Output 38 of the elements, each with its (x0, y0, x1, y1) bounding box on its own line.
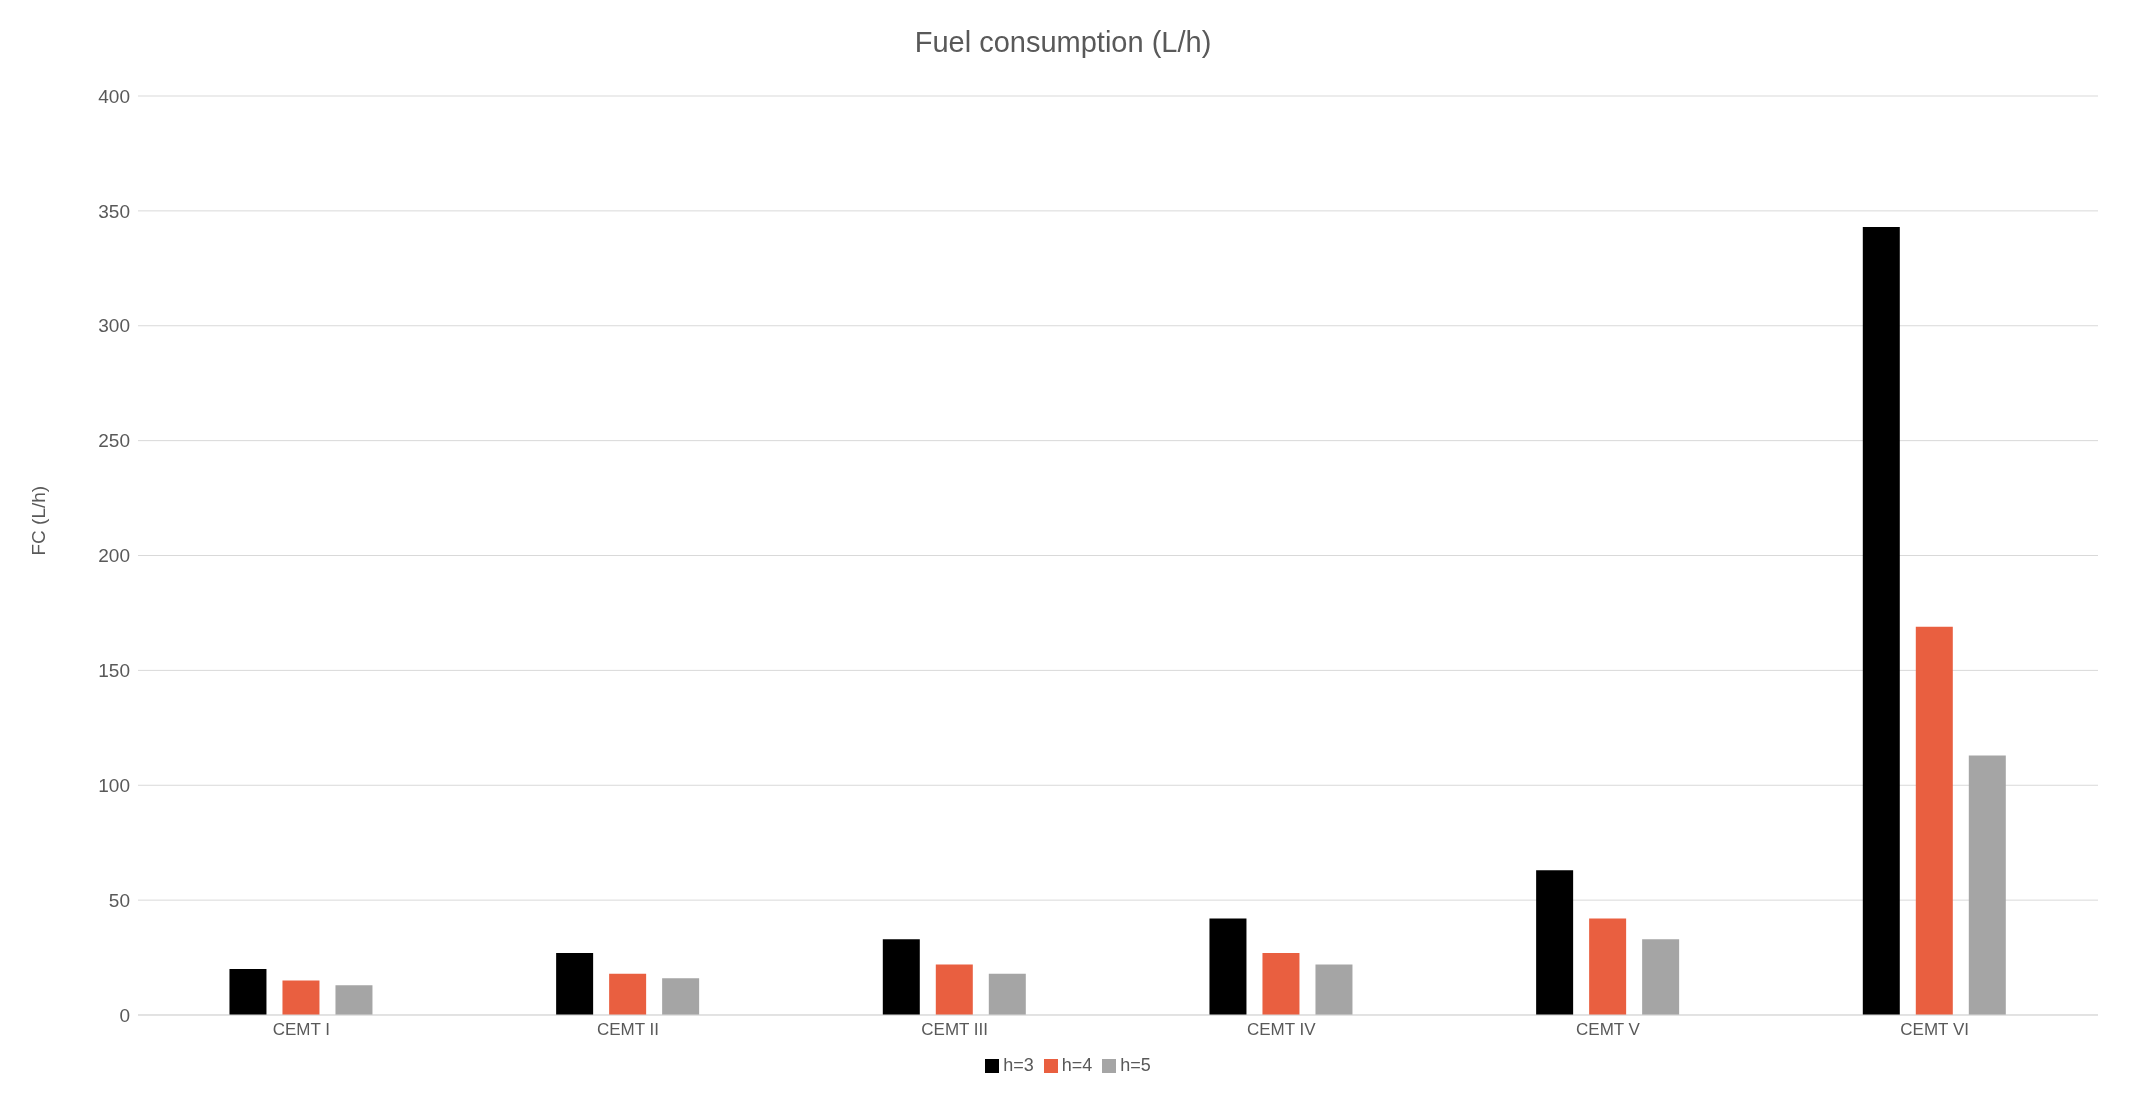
y-tick-label: 50 (108, 889, 130, 911)
x-tick-label: CEMT III (921, 1020, 989, 1040)
y-tick-label: 0 (119, 1004, 130, 1026)
bar (1315, 964, 1353, 1015)
legend-label: h=5 (1120, 1055, 1151, 1075)
bar (229, 969, 267, 1015)
y-axis-title: FC (L/h) (27, 485, 49, 556)
bar (1915, 626, 1953, 1015)
bar (935, 964, 973, 1015)
x-tick-label: CEMT II (596, 1020, 660, 1040)
bar (335, 985, 373, 1015)
bar (1209, 918, 1247, 1015)
legend-label: h=3 (1003, 1055, 1034, 1075)
bar (662, 978, 700, 1015)
x-tick-label: CEMT IV (1247, 1020, 1317, 1040)
bar (1642, 939, 1680, 1015)
y-tick-label: 250 (98, 430, 130, 452)
bar (1589, 918, 1627, 1015)
bar (556, 952, 594, 1015)
y-tick-label: 100 (98, 774, 130, 796)
bar (1536, 870, 1574, 1015)
bar (988, 973, 1026, 1015)
x-tick-label: CEMT V (1576, 1020, 1641, 1040)
y-tick-label: 300 (98, 315, 130, 337)
chart-title: Fuel consumption (L/h) (913, 25, 1213, 60)
y-tick-label: 400 (98, 85, 130, 107)
x-tick-label: CEMT I (272, 1020, 330, 1040)
y-tick-label: 150 (98, 660, 130, 682)
bar (282, 980, 320, 1015)
x-tick-label: CEMT VI (1900, 1020, 1969, 1040)
bar (1262, 952, 1300, 1015)
y-tick-label: 200 (98, 545, 130, 567)
y-tick-label: 350 (98, 200, 130, 222)
bar (1862, 226, 1900, 1015)
bar (882, 939, 920, 1015)
bar (609, 973, 647, 1015)
legend-label: h=4 (1061, 1055, 1093, 1075)
bar (1968, 755, 2006, 1015)
